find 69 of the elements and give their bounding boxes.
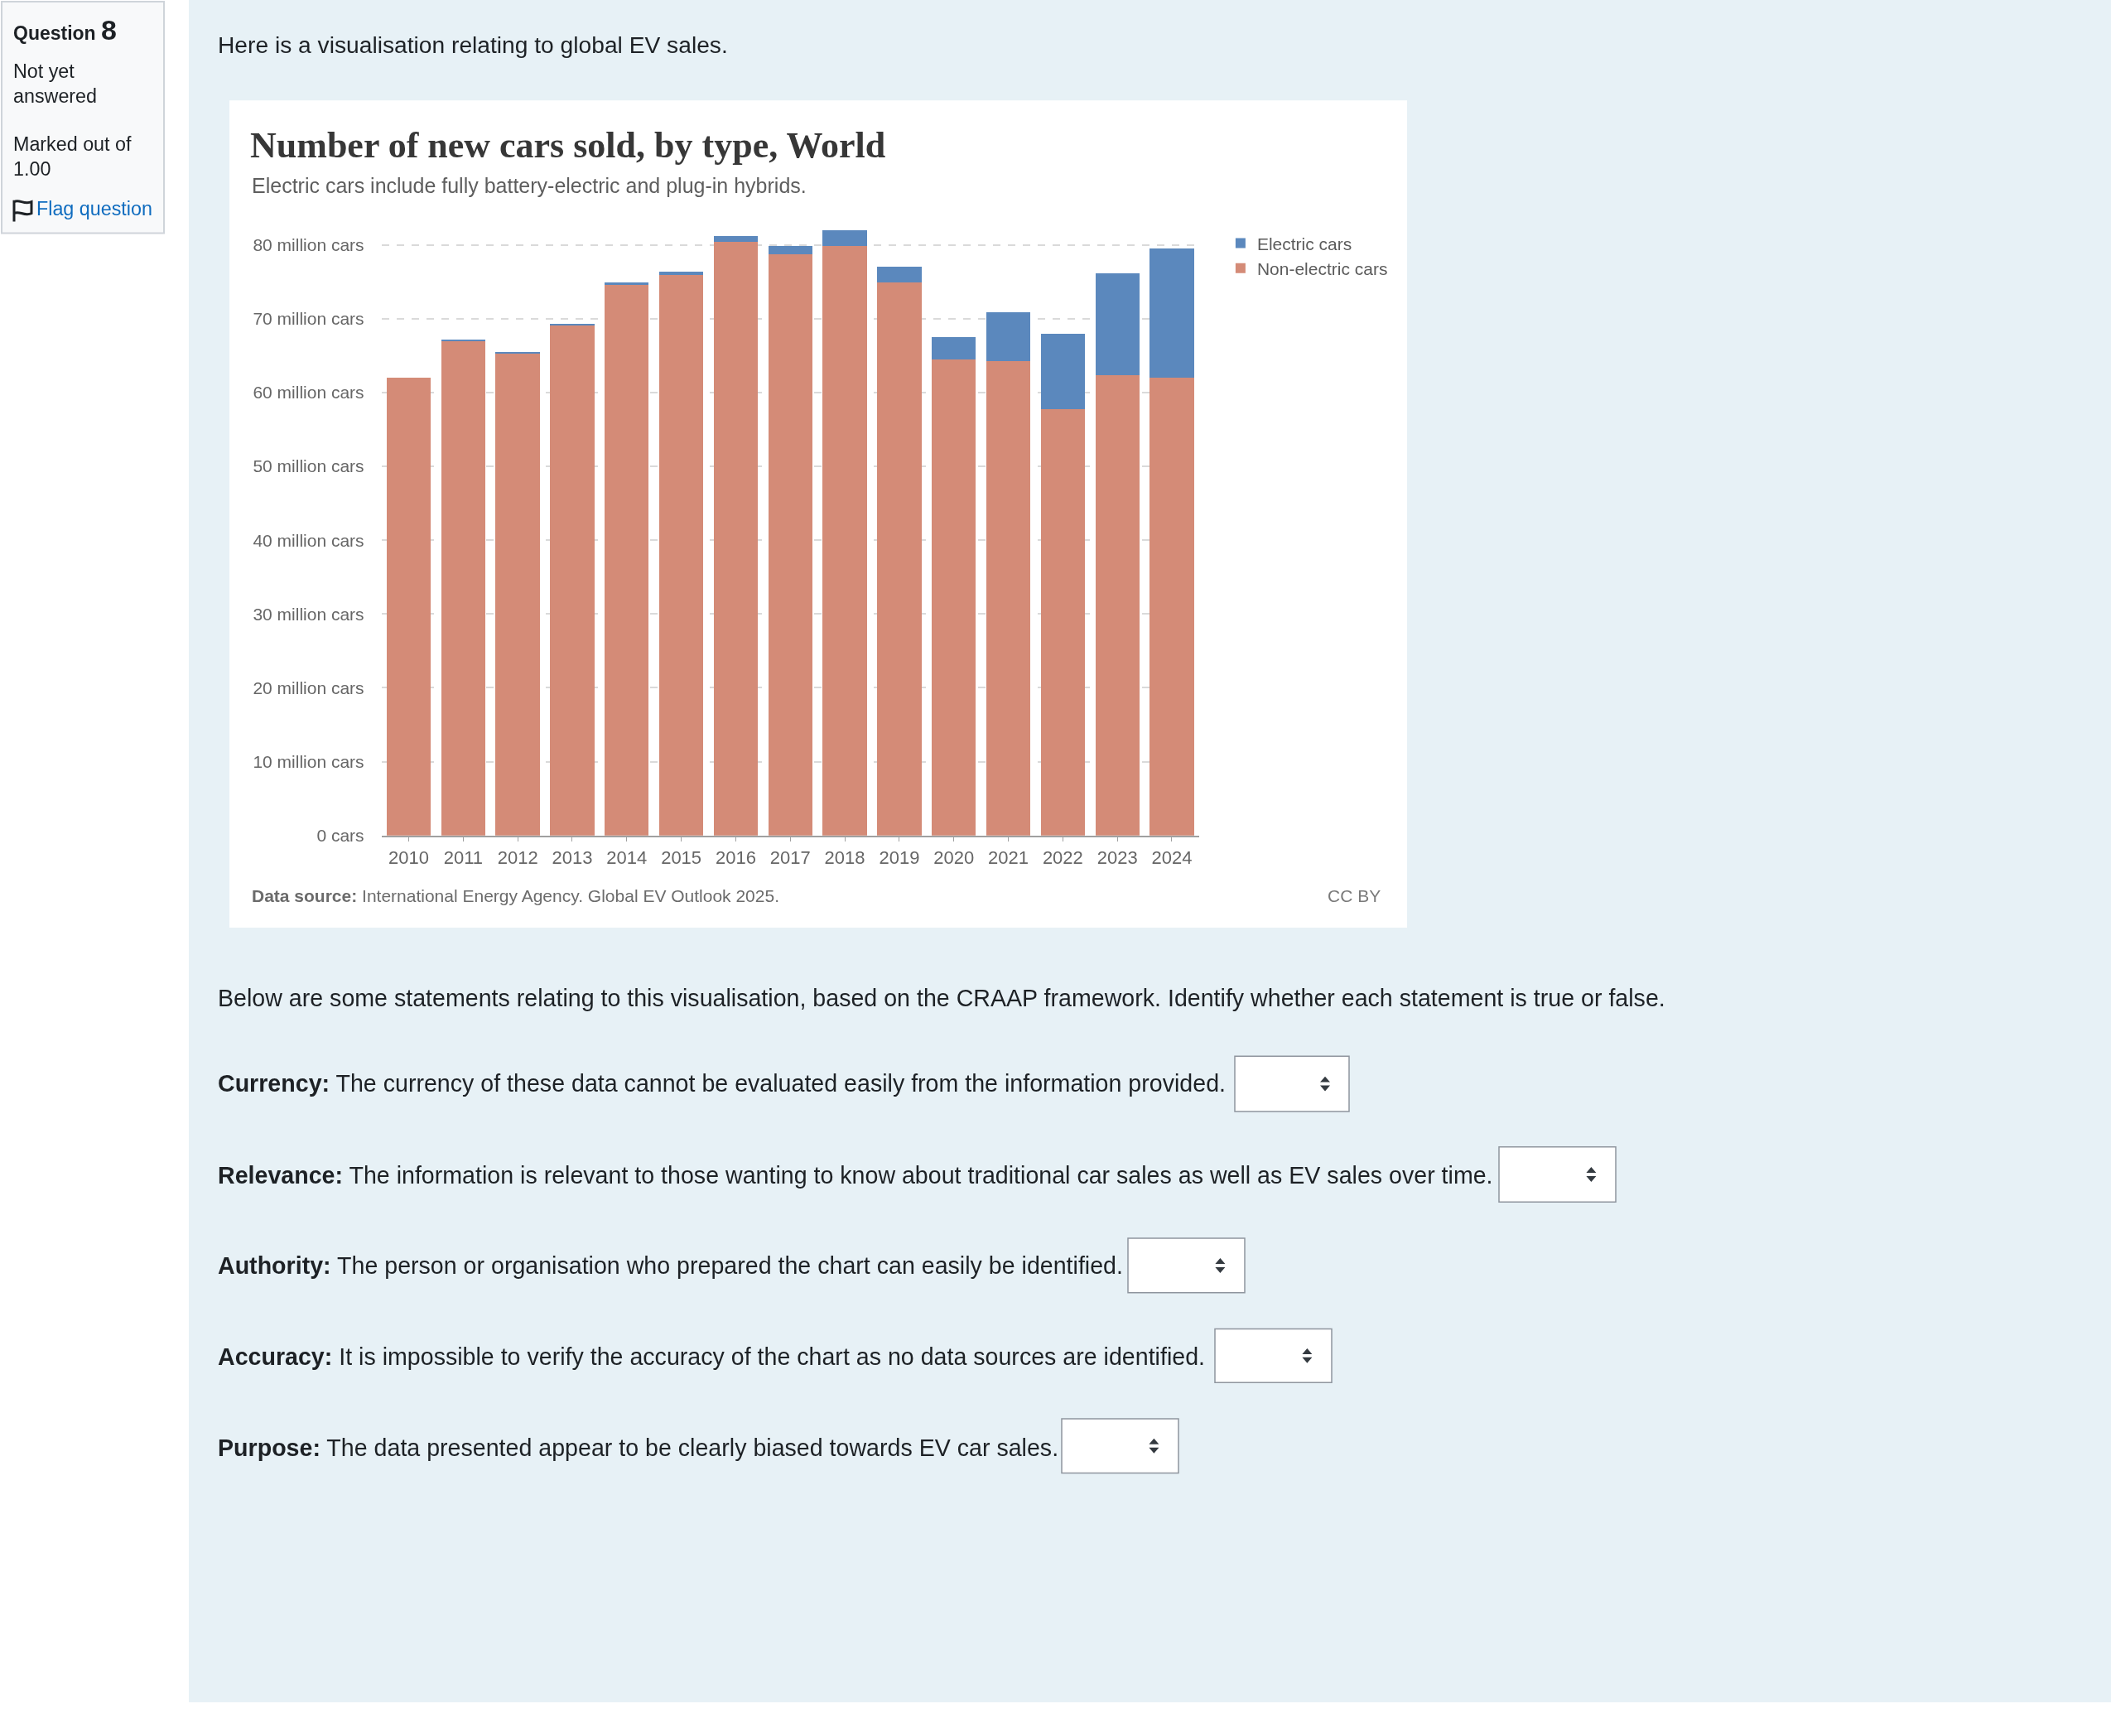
text: Flag question xyxy=(36,198,152,219)
text: CC BY xyxy=(1328,886,1381,905)
y-tick-label: 60 million cars xyxy=(253,383,364,403)
x-tick-label: 2013 xyxy=(552,846,593,868)
bar xyxy=(768,245,812,255)
bar xyxy=(495,351,540,354)
bar xyxy=(1095,273,1140,376)
y-tick-label: 40 million cars xyxy=(253,530,364,550)
y-tick-label: 0 cars xyxy=(316,826,364,846)
bar xyxy=(713,235,759,243)
x-tick-label: 2012 xyxy=(497,846,538,868)
bar xyxy=(441,339,485,341)
x-tick-label: 2019 xyxy=(879,846,920,868)
x-tick-label: 2020 xyxy=(933,846,975,868)
bar xyxy=(1149,248,1194,379)
bar xyxy=(932,337,976,359)
x-tick-label: 2023 xyxy=(1096,846,1138,868)
bar xyxy=(495,353,540,836)
y-tick-label: 20 million cars xyxy=(253,678,364,697)
x-tick-label: 2021 xyxy=(988,846,1029,868)
legend-label: Electric cars xyxy=(1256,234,1352,253)
text: Authority: The person or organisation who prepared the chart can easily be identified. xyxy=(218,1252,1123,1279)
x-tick-label: 2017 xyxy=(769,846,811,868)
text: Here is a visualisation relating to global EV sales. xyxy=(218,31,728,58)
bar xyxy=(986,360,1031,836)
y-tick-label: 70 million cars xyxy=(253,309,364,329)
bar xyxy=(1149,378,1194,836)
x-tick-label: 2018 xyxy=(824,846,865,868)
x-tick-label: 2024 xyxy=(1151,846,1193,868)
bar xyxy=(822,229,867,246)
bar xyxy=(605,284,649,836)
text: Below are some statements relating to this visualisation, based on the CRAAP framework. Identify whether each statement is true or false. xyxy=(218,985,1665,1011)
bar xyxy=(1095,375,1140,836)
text: Purpose: The data presented appear to be clearly biased towards EV car sales. xyxy=(218,1435,1059,1461)
x-tick-label: 2015 xyxy=(661,846,702,868)
bar xyxy=(932,359,976,836)
bar xyxy=(1040,409,1086,836)
text: Not yet answered xyxy=(13,60,98,108)
x-tick-label: 2022 xyxy=(1042,846,1083,868)
source-note: Data source: International Energy Agency. Global EV Outlook 2025. xyxy=(252,886,779,905)
bar xyxy=(605,282,649,285)
bar xyxy=(386,378,431,836)
bar xyxy=(658,275,704,836)
text: Currency: The currency of these data cannot be evaluated easily from the information provided. xyxy=(218,1070,1226,1097)
chart-title: Number of new cars sold, by type, World xyxy=(250,125,886,166)
bar xyxy=(713,242,759,836)
y-tick-label: 50 million cars xyxy=(253,456,364,476)
bar xyxy=(986,311,1031,361)
text: Relevance: The information is relevant to those wanting to know about traditional car sales as well as EV sales over time. xyxy=(218,1162,1493,1189)
bar xyxy=(1040,334,1086,410)
bar xyxy=(550,323,595,326)
bar xyxy=(768,254,812,836)
bar xyxy=(877,267,922,283)
y-tick-label: 10 million cars xyxy=(253,751,364,771)
text: Accuracy: It is impossible to verify the accuracy of the chart as no data sources are identified. xyxy=(218,1343,1206,1370)
bar xyxy=(441,340,485,836)
text: Marked out of 1.00 xyxy=(13,133,132,181)
chart-subtitle: Electric cars include fully battery-electric and plug-in hybrids. xyxy=(252,174,807,197)
text: Question 8 xyxy=(13,14,117,46)
bar xyxy=(822,245,867,836)
x-tick-label: 2010 xyxy=(388,846,429,868)
x-tick-label: 2016 xyxy=(715,846,756,868)
x-tick-label: 2014 xyxy=(606,846,648,868)
legend-label: Non-electric cars xyxy=(1256,258,1388,278)
x-tick-label: 2011 xyxy=(443,846,483,868)
y-tick-label: 80 million cars xyxy=(253,234,364,254)
bar xyxy=(550,325,595,836)
bar xyxy=(877,282,922,836)
y-tick-label: 30 million cars xyxy=(253,604,364,624)
